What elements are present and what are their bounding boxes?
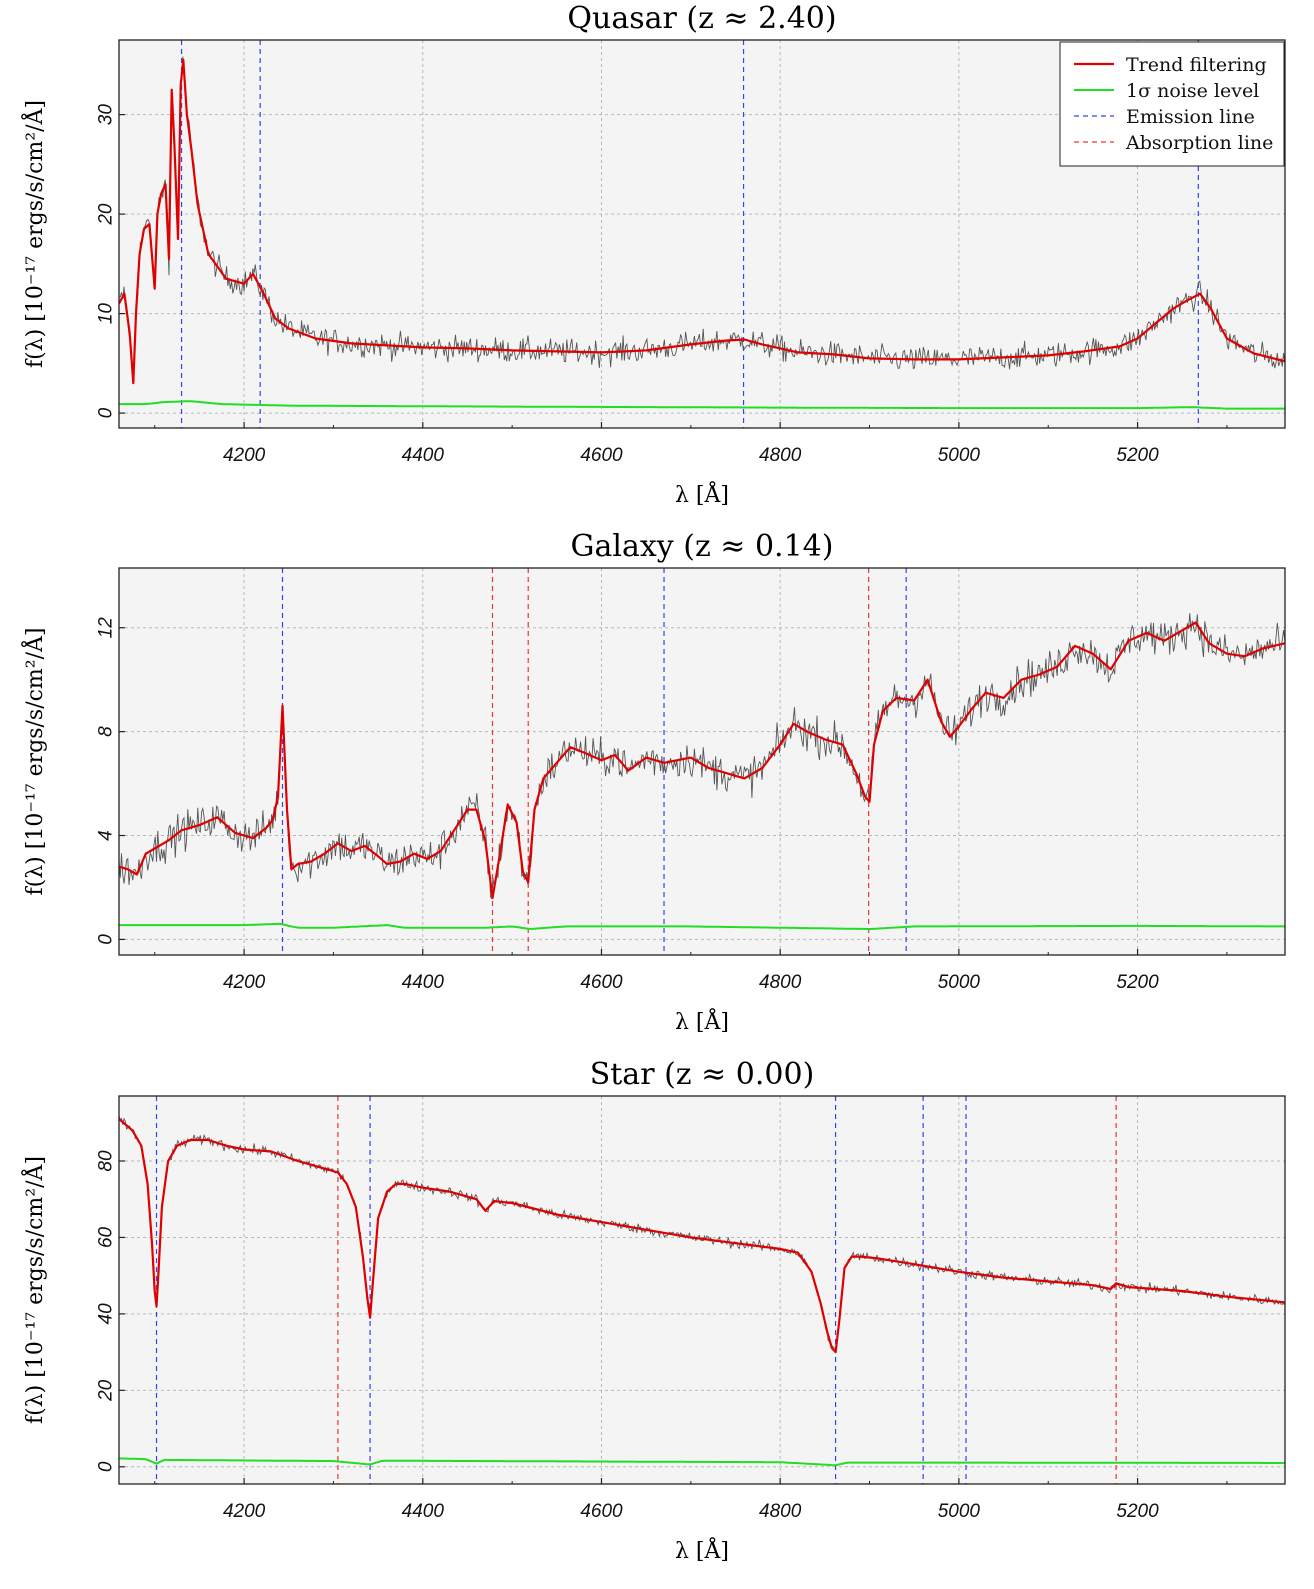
noise-level-line	[119, 400, 1285, 410]
trend-filtering-line	[119, 1118, 1285, 1354]
y-tick-label: 20	[96, 1379, 117, 1402]
plot-area	[119, 568, 1285, 955]
x-tick-label: 5200	[1116, 972, 1159, 993]
x-tick-label: 4400	[402, 445, 445, 466]
x-tick-label: 5000	[938, 445, 981, 466]
panel-title: Star (z ≈ 0.00)	[590, 1057, 815, 1092]
y-tick-label: 0	[96, 1461, 117, 1472]
x-tick-label: 4800	[759, 445, 802, 466]
legend-label: Absorption line	[1125, 132, 1273, 154]
y-tick-label: 0	[96, 934, 117, 945]
x-tick-label: 4800	[759, 972, 802, 993]
plot-frame	[118, 39, 1286, 429]
trend-filtering-line	[119, 58, 1285, 385]
panel-2: Galaxy (z ≈ 0.14) 4200 4400 4600 4800 5000 520…	[20, 529, 1286, 1035]
legend-box	[1059, 41, 1285, 167]
y-axis-label: f(λ) [10⁻¹⁷ ergs/s/cm²/Å]	[20, 100, 48, 368]
y-tick-label: 40	[96, 1303, 117, 1325]
y-tick-label: 30	[96, 104, 117, 126]
y-tick-label: 4	[96, 830, 117, 841]
y-axis-label: f(λ) [10⁻¹⁷ ergs/s/cm²/Å]	[20, 1156, 48, 1424]
x-axis-label: λ [Å]	[675, 1007, 729, 1035]
x-tick-label: 4800	[759, 1501, 802, 1522]
x-tick-label: 4600	[580, 972, 623, 993]
legend-label: Emission line	[1126, 106, 1255, 128]
x-tick-label: 4600	[580, 445, 623, 466]
x-tick-label: 5200	[1116, 1501, 1159, 1522]
noise-level-line	[119, 922, 1285, 930]
x-tick-label: 4200	[223, 972, 266, 993]
y-tick-label: 20	[96, 203, 117, 226]
x-tick-label: 4400	[402, 1501, 445, 1522]
x-tick-label: 4200	[223, 1501, 266, 1522]
x-axis-label: λ [Å]	[675, 480, 729, 508]
y-tick-label: 8	[96, 726, 117, 737]
x-tick-label: 4400	[402, 972, 445, 993]
panel-title: Galaxy (z ≈ 0.14)	[571, 529, 834, 564]
y-tick-label: 12	[96, 617, 117, 639]
x-tick-label: 5000	[938, 1501, 981, 1522]
noise-level-line	[119, 1457, 1285, 1467]
x-tick-label: 4600	[580, 1501, 623, 1522]
x-tick-label: 4200	[223, 445, 266, 466]
y-tick-label: 60	[96, 1226, 117, 1248]
plot-contents	[119, 568, 1285, 955]
plot-frame	[118, 567, 1286, 956]
y-tick-label: 0	[96, 407, 117, 418]
y-axis-label: f(λ) [10⁻¹⁷ ergs/s/cm²/Å]	[20, 628, 48, 896]
y-tick-label: 10	[96, 303, 117, 325]
x-axis-label: λ [Å]	[675, 1536, 729, 1564]
panel-title: Quasar (z ≈ 2.40)	[567, 1, 836, 36]
trend-filtering-line	[119, 621, 1285, 899]
legend: Trend filtering 1σ noise level Emission li…	[1059, 41, 1285, 167]
panel-3: Star (z ≈ 0.00) 4200 4400 4600 4800 5000 5200 0…	[20, 1057, 1286, 1564]
legend-label: 1σ noise level	[1126, 80, 1259, 102]
legend-label: Trend filtering	[1126, 54, 1267, 76]
y-tick-label: 80	[96, 1150, 117, 1172]
raw-spectrum	[119, 613, 1285, 900]
raw-spectrum	[119, 56, 1285, 374]
plot-contents	[119, 1096, 1285, 1484]
plot-frame	[118, 1095, 1286, 1485]
x-tick-label: 5200	[1116, 445, 1159, 466]
x-tick-label: 5000	[938, 972, 981, 993]
